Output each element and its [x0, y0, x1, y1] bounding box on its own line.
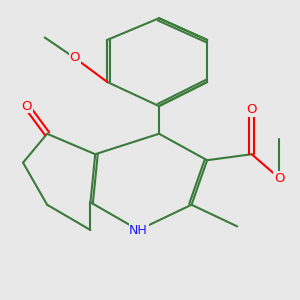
Text: O: O — [21, 100, 32, 112]
Text: NH: NH — [129, 224, 148, 236]
Text: O: O — [274, 172, 285, 185]
Text: O: O — [70, 51, 80, 64]
Text: O: O — [246, 103, 257, 116]
